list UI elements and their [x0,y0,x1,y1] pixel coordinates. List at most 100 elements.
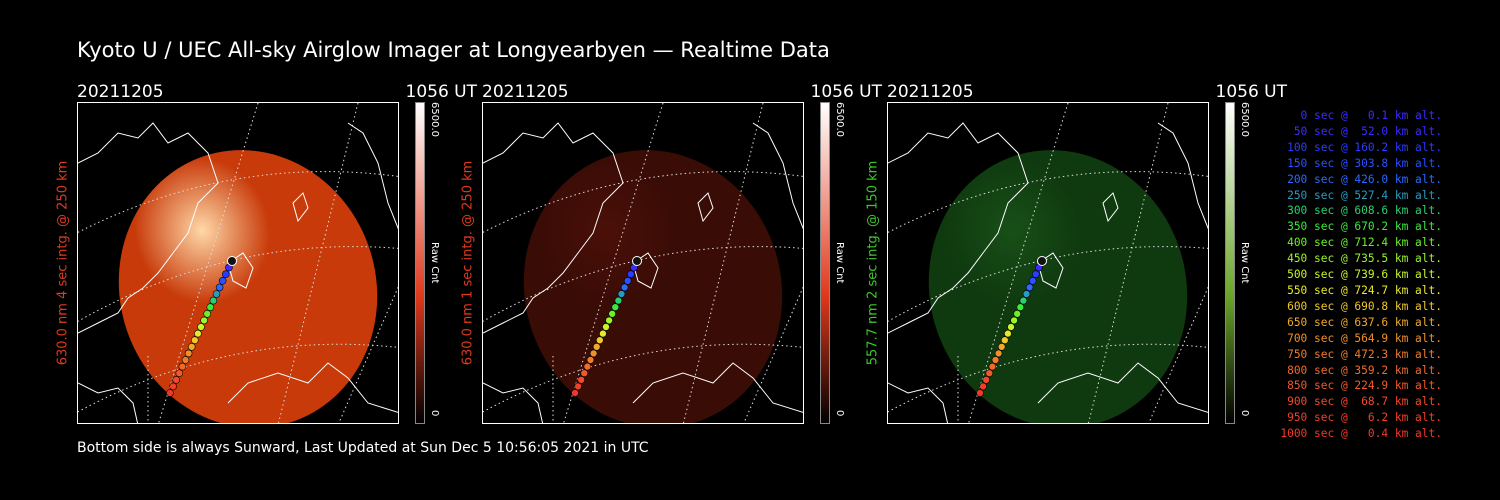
panel-time: 1056 UT [1215,82,1288,102]
legend-entry: 1000 sec @ 0.4 km alt. [1280,427,1442,441]
graticule [483,103,803,423]
colorbar-min-label: 0 [1239,410,1250,417]
allsky-map [888,103,1208,423]
trajectory-dot [617,290,626,298]
trajectory-dot [988,362,997,371]
coastlines [78,122,398,423]
imager-panel-1: 20211205 1056 UT 630.0 nm 4 sec intg. @ 25… [56,82,517,432]
trajectory-dot [574,382,582,391]
trajectory-dot [200,316,208,325]
sky-image [523,150,783,423]
launch-point-icon [227,256,237,266]
legend-entry: 100 sec @ 160.2 km alt. [1280,140,1442,154]
legend-entry: 200 sec @ 426.0 km alt. [1280,172,1442,186]
trajectory-dot [583,362,592,371]
graticule [78,103,398,423]
legend-entry: 0 sec @ 0.1 km alt. [1280,109,1442,122]
imager-panel-2: 20211205 1056 UT 630.0 nm 1 sec intg. @ 25… [461,82,922,432]
trajectory-dot [620,283,629,292]
legend-entry: 250 sec @ 527.4 km alt. [1280,188,1442,202]
trajectory-dot [614,296,623,305]
legend-entry: 750 sec @ 472.3 km alt. [1280,347,1442,361]
trajectory-dot [596,336,604,344]
legend-entry: 950 sec @ 6.2 km alt. [1280,411,1442,425]
panel-time: 1056 UT [810,82,883,102]
allsky-image [77,102,399,424]
colorbar [415,102,425,424]
coastlines [888,122,1208,423]
trajectory-dot [589,349,598,358]
panel-date: 20211205 [482,82,569,102]
launch-point-icon [1037,256,1047,266]
sky-image [928,150,1188,423]
page-title: Kyoto U / UEC All-sky Airglow Imager at … [77,38,830,62]
trajectory-dot [611,303,620,311]
allsky-map [483,103,803,423]
colorbar [820,102,830,424]
trajectory-dot [979,382,987,391]
colorbar-max-label: 6500.0 [1239,102,1250,137]
trajectory-dot [175,369,184,378]
trajectory-dot [1032,270,1040,278]
coastlines [483,122,803,423]
legend-entry: 800 sec @ 359.2 km alt. [1280,363,1442,377]
trajectory-dot [203,310,211,318]
imager-panel-3: 20211205 1056 UT 557.7 nm 2 sec intg. @ 15… [866,82,1327,432]
trajectory-dot [187,343,196,351]
graticule [888,103,1208,423]
legend-entry: 900 sec @ 68.7 km alt. [1280,395,1442,409]
colorbar-unit-label: Raw Cnt [834,242,845,284]
legend-entry: 600 sec @ 690.8 km alt. [1280,299,1442,313]
footer-note: Bottom side is always Sunward, Last Upda… [77,440,649,456]
legend-entry: 500 sec @ 739.6 km alt. [1280,268,1442,282]
panel-side-label: 630.0 nm 1 sec intg. @ 250 km [460,160,476,366]
legend-entry: 400 sec @ 712.4 km alt. [1280,236,1442,250]
trajectory-dot [184,349,193,358]
sky-image [118,150,378,423]
trajectory-dot [1016,303,1025,311]
allsky-map [78,103,398,423]
trajectory [976,256,1047,397]
trajectory-dot [178,362,187,371]
colorbar-max-label: 6500.0 [429,102,440,137]
trajectory-dot [1007,323,1015,331]
trajectory [166,256,237,397]
legend-entry: 300 sec @ 608.6 km alt. [1280,204,1442,218]
trajectory-dot [1022,290,1031,298]
trajectory-dot [580,369,589,378]
colorbar-min-label: 0 [834,410,845,417]
trajectory-dot [191,336,199,344]
trajectory-dot [194,329,202,338]
trajectory-dot [222,270,230,278]
panel-side-label: 557.7 nm 2 sec intg. @ 150 km [865,160,881,366]
trajectory-dot [1010,316,1018,325]
legend-entry: 150 sec @ 303.8 km alt. [1280,156,1442,170]
trajectory-dot [181,356,190,364]
colorbar-min-label: 0 [429,410,440,417]
legend-entry: 350 sec @ 670.2 km alt. [1280,220,1442,234]
trajectory-dot [1013,310,1021,318]
trajectory-dot [605,316,613,325]
allsky-image [887,102,1209,424]
trajectory-dot [602,323,610,331]
trajectory-dot [169,382,177,391]
trajectory-dot [586,356,595,364]
panel-date: 20211205 [887,82,974,102]
legend-entry: 850 sec @ 224.9 km alt. [1280,379,1442,393]
trajectory-dot [592,343,601,351]
trajectory-dot [571,389,579,397]
trajectory-dot [166,389,174,397]
trajectory-dot [172,375,180,384]
trajectory [571,256,642,397]
trajectory-dot [982,375,990,384]
legend-entry: 50 sec @ 52.0 km alt. [1280,124,1442,138]
trajectory-dot [985,369,994,378]
legend-entry: 450 sec @ 735.5 km alt. [1280,252,1442,266]
trajectory-legend: 0 sec @ 0.1 km alt. 50 sec @ 52.0 km alt… [1280,108,1442,442]
trajectory-dot [623,277,632,285]
legend-entry: 550 sec @ 724.7 km alt. [1280,283,1442,297]
trajectory-dot [991,356,1000,364]
allsky-image [482,102,804,424]
trajectory-dot [997,343,1006,351]
colorbar-unit-label: Raw Cnt [1239,242,1250,284]
